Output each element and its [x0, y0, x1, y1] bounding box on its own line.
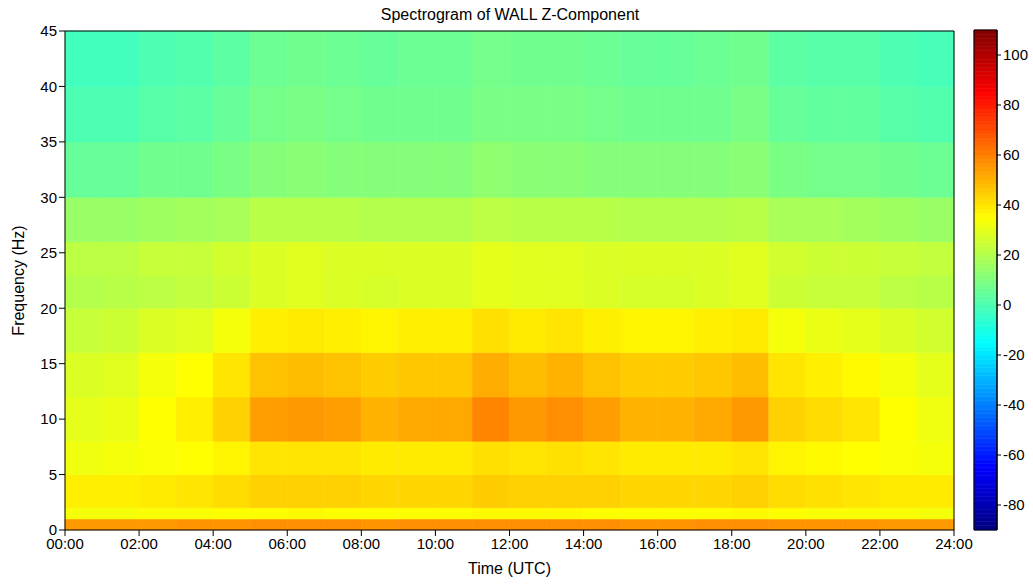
svg-text:22:00: 22:00 — [861, 535, 899, 552]
svg-text:35: 35 — [40, 133, 57, 150]
svg-text:30: 30 — [40, 189, 57, 206]
svg-text:00:00: 00:00 — [46, 534, 84, 552]
svg-text:-40: -40 — [1003, 396, 1025, 413]
svg-text:14:00: 14:00 — [565, 535, 603, 552]
svg-text:20: 20 — [40, 300, 57, 317]
svg-text:04:00: 04:00 — [194, 535, 232, 552]
svg-text:16:00: 16:00 — [639, 535, 677, 552]
html-text:Spectrogram of WALL Z-Componen: Spectrogram of WALL Z-Component — [380, 6, 640, 23]
svg-text:02:00: 02:00 — [120, 535, 158, 552]
svg-text:20:00: 20:00 — [787, 535, 825, 552]
svg-text:-80: -80 — [1003, 496, 1025, 513]
svg-text:15: 15 — [40, 355, 57, 372]
svg-text:10: 10 — [40, 410, 57, 427]
svg-text:12:00: 12:00 — [491, 535, 529, 552]
svg-text:06:00: 06:00 — [268, 535, 306, 552]
svg-text:Time (UTC): Time (UTC) — [468, 560, 551, 577]
svg-text:25: 25 — [40, 244, 57, 261]
svg-text:-20: -20 — [1003, 346, 1025, 363]
svg-text:24:00: 24:00 — [935, 535, 973, 552]
svg-text:10:00: 10:00 — [417, 535, 455, 552]
svg-text:45: 45 — [40, 22, 57, 39]
svg-text:40: 40 — [40, 78, 57, 95]
svg-text:60: 60 — [1003, 146, 1020, 163]
svg-text:0: 0 — [1003, 296, 1011, 313]
svg-text:40: 40 — [1003, 196, 1020, 213]
svg-text:80: 80 — [1003, 96, 1020, 113]
svg-text:Frequency (Hz): Frequency (Hz) — [10, 225, 27, 335]
svg-text:100: 100 — [1003, 46, 1028, 63]
svg-text:0: 0 — [49, 521, 57, 538]
svg-text:08:00: 08:00 — [343, 535, 381, 552]
svg-text:-60: -60 — [1003, 446, 1025, 463]
svg-text:18:00: 18:00 — [713, 535, 751, 552]
svg-text:5: 5 — [49, 466, 57, 483]
svg-text:20: 20 — [1003, 246, 1020, 263]
